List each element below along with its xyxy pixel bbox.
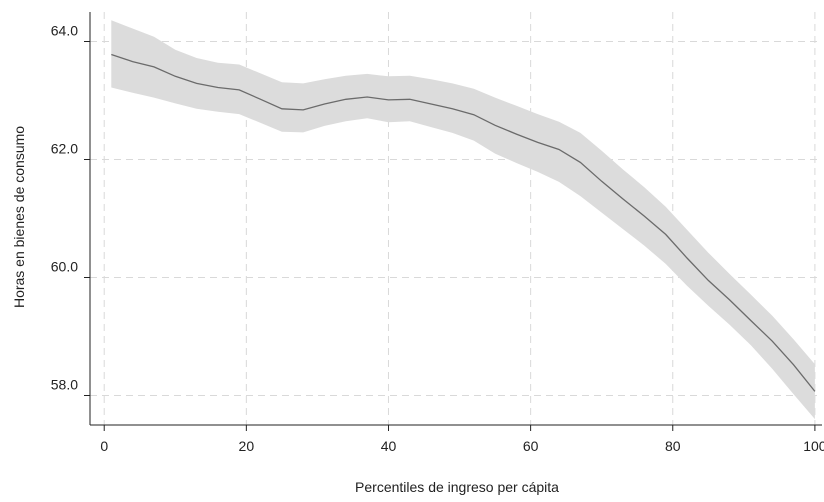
tick-labels: 0 20 40 60 80 100 58.0 60.0 62.0 64.0 <box>51 23 824 455</box>
y-axis-label: Horas en bienes de consumo <box>11 126 27 308</box>
x-tick-label: 0 <box>100 438 108 454</box>
y-tick-label: 60.0 <box>51 259 78 275</box>
x-tick-label: 60 <box>523 438 539 454</box>
x-tick-label: 100 <box>803 438 824 454</box>
x-axis-label: Percentiles de ingreso per cápita <box>355 479 559 495</box>
y-tick-label: 64.0 <box>51 23 78 39</box>
series-line <box>111 53 816 392</box>
x-tick-label: 40 <box>381 438 397 454</box>
grid <box>90 12 822 425</box>
y-tick-label: 58.0 <box>51 377 78 393</box>
confidence-band <box>111 20 815 420</box>
axes <box>84 12 822 431</box>
x-tick-label: 80 <box>665 438 681 454</box>
x-tick-label: 20 <box>239 438 255 454</box>
y-tick-label: 62.0 <box>51 141 78 157</box>
